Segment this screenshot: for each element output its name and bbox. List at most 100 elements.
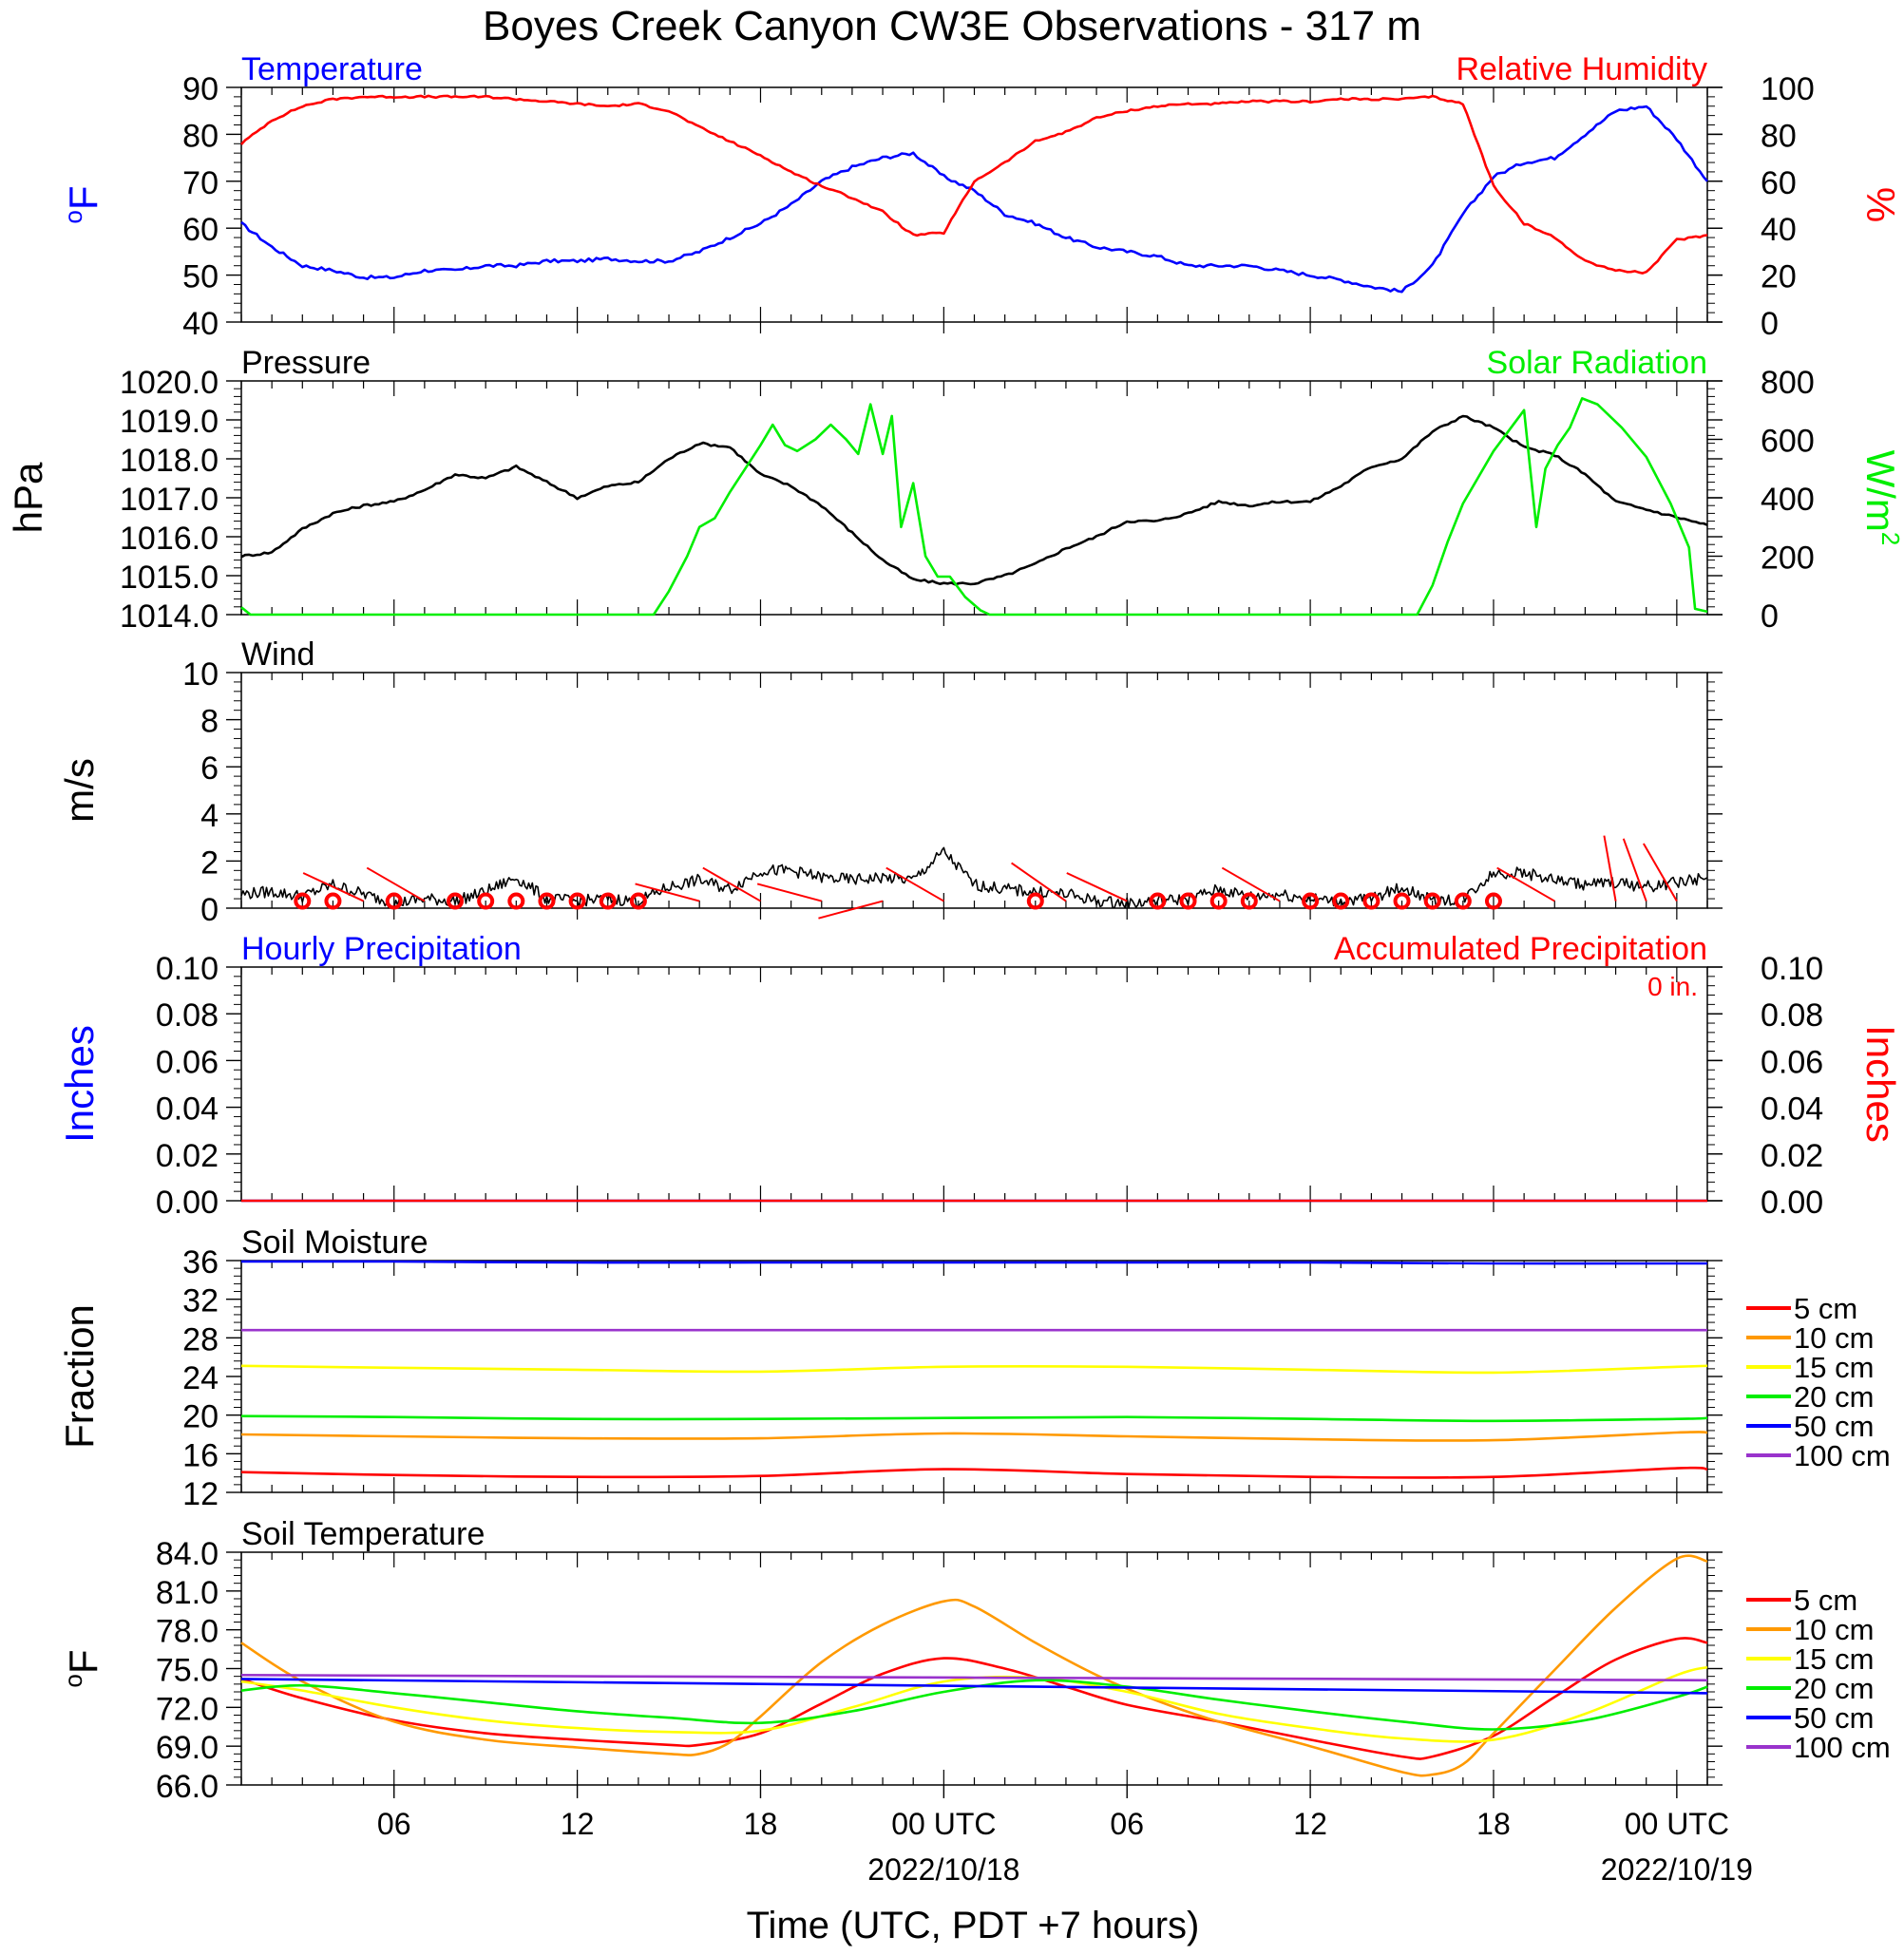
series-5-cm: [240, 1466, 1708, 1479]
wind-calm-marker: [568, 892, 586, 910]
legend-label: 5 cm: [1794, 1584, 1857, 1617]
wind-calm-marker: [1454, 892, 1472, 910]
series-50-cm: [240, 1260, 1707, 1265]
time-axis: 06 12 18 00 UTC 2022/10/18 06 12 18 00 UTC 2022/1…: [377, 1785, 1753, 1887]
panel-title-left: Pressure: [241, 345, 371, 381]
y-tick-label: 0: [200, 892, 219, 928]
y-tick-label: 6: [200, 750, 219, 787]
y-tick-label: 10: [182, 656, 219, 693]
unit-degree: o: [59, 1674, 87, 1687]
y-tick-label: 1017.0: [120, 482, 219, 518]
y2-axis-unit: W/m2: [1858, 450, 1904, 546]
y-tick-label: 1020.0: [120, 365, 219, 401]
wind-calm-marker: [507, 892, 525, 910]
x-axis-label: Time (UTC, PDT +7 hours): [747, 1905, 1200, 1946]
y-tick-label: 0.02: [156, 1138, 219, 1174]
legend-label: 20 cm: [1794, 1672, 1874, 1705]
y2-axis-unit: Inches: [1858, 1025, 1903, 1143]
y-tick-label: 90: [182, 71, 219, 107]
legend-label: 50 cm: [1794, 1701, 1874, 1735]
y2-tick-label: 0.00: [1761, 1185, 1823, 1221]
y-axis-unit: Fraction: [57, 1304, 102, 1449]
y2-tick-label: 0.10: [1761, 951, 1823, 987]
y-tick-label: 20: [182, 1399, 219, 1435]
wind-barb: [1066, 872, 1128, 902]
wind-barb: [756, 883, 823, 902]
y2-tick-label: 20: [1761, 259, 1797, 295]
y-tick-label: 84.0: [156, 1536, 219, 1572]
y-axis-unit: Inches: [57, 1025, 102, 1143]
y-tick-label: 0.06: [156, 1044, 219, 1080]
x-tick-label: 18: [744, 1807, 778, 1841]
y-tick-label: 40: [182, 306, 219, 342]
panel-precipitation: 0.00 0.02 0.04 0.06 0.08 0.10 0.00 0.02 0.04 0.06…: [57, 931, 1903, 1221]
legend-label: 10 cm: [1794, 1321, 1874, 1355]
y2-tick-label: 100: [1761, 71, 1815, 107]
y2-axis-unit: %: [1858, 187, 1903, 222]
wind-calm-marker: [324, 892, 342, 910]
wind-calm-marker: [1332, 892, 1350, 910]
accumulated-total: 0 in.: [1647, 972, 1698, 1001]
wind-calm-marker: [1026, 892, 1044, 910]
panel-title-left: Wind: [241, 636, 314, 673]
unit-letter: F: [61, 1649, 105, 1674]
x-tick-label: 12: [561, 1807, 595, 1841]
y-tick-label: 66.0: [156, 1769, 219, 1805]
y2-tick-label: 0.02: [1761, 1138, 1823, 1174]
panel-wind: 0 2 4 6 8 10 Wind m/s: [57, 636, 1723, 928]
y2-tick-label: 800: [1761, 365, 1815, 401]
series-15-cm: [240, 1364, 1708, 1375]
y-tick-label: 80: [182, 118, 219, 154]
panel-title-left: Temperature: [241, 51, 423, 87]
y2-tick-label: 40: [1761, 212, 1797, 248]
y2-tick-label: 0: [1761, 598, 1779, 635]
legend-label: 100 cm: [1794, 1439, 1891, 1472]
wind-barb: [1642, 843, 1678, 902]
wind-barb: [1622, 838, 1647, 902]
x-tick-label: 00 UTC: [891, 1807, 996, 1841]
wind-calm-marker: [1423, 892, 1441, 910]
series-relative-humidity: [240, 94, 1708, 275]
y-tick-label: 1014.0: [120, 598, 219, 635]
wind-barb: [885, 866, 944, 902]
series-solar-radiation: [240, 397, 1708, 617]
wind-barb: [818, 900, 884, 920]
figure-title: Boyes Creek Canyon CW3E Observations - 3…: [483, 3, 1421, 49]
wind-calm-marker: [477, 892, 495, 910]
x-tick-label: 18: [1476, 1807, 1511, 1841]
y2-tick-label: 0.08: [1761, 997, 1823, 1034]
wind-calm-marker: [599, 892, 617, 910]
y-tick-label: 1019.0: [120, 404, 219, 440]
y-tick-label: 0.04: [156, 1091, 219, 1128]
y-tick-label: 36: [182, 1244, 219, 1281]
y-tick-label: 28: [182, 1321, 219, 1357]
x-tick-label: 12: [1293, 1807, 1327, 1841]
wind-calm-marker: [1179, 892, 1197, 910]
x-tick-label: 00 UTC: [1625, 1807, 1729, 1841]
series-100-cm: [240, 1674, 1708, 1682]
wind-barb: [635, 883, 700, 902]
x-date-label: 2022/10/19: [1601, 1852, 1753, 1887]
legend-label: 15 cm: [1794, 1642, 1874, 1676]
y2-tick-label: 80: [1761, 118, 1797, 154]
wind-calm-marker: [629, 892, 647, 910]
legend-label: 20 cm: [1794, 1380, 1874, 1414]
y-tick-label: 60: [182, 212, 219, 248]
wind-calm-marker: [294, 892, 312, 910]
wind-barb: [1496, 866, 1555, 902]
wind-calm-marker: [1209, 892, 1228, 910]
wind-barb: [366, 866, 426, 902]
wind-barb: [302, 872, 365, 902]
series-50-cm: [240, 1678, 1708, 1695]
unit-degree: o: [59, 210, 87, 223]
wind-calm-marker: [447, 892, 465, 910]
y-tick-label: 12: [182, 1476, 219, 1512]
y-tick-label: 72.0: [156, 1691, 219, 1727]
panel-title-right: Relative Humidity: [1456, 51, 1707, 87]
legend-label: 100 cm: [1794, 1731, 1891, 1764]
panel-title-left: Soil Moisture: [241, 1224, 428, 1261]
